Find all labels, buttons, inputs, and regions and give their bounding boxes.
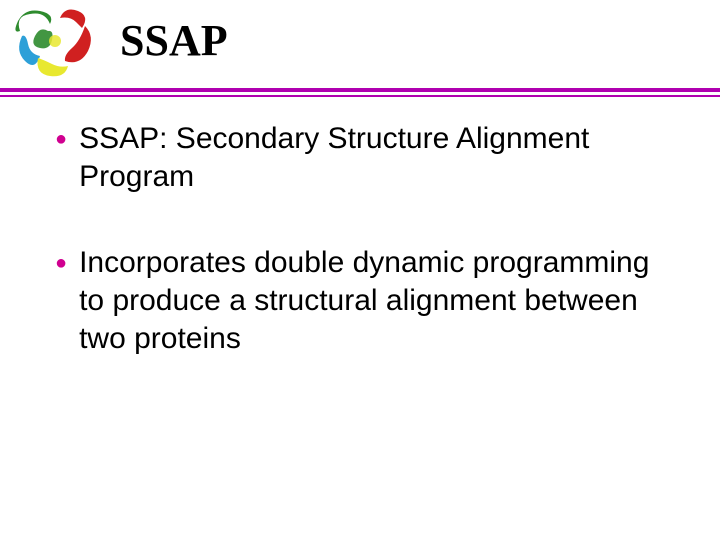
slide-body: ● SSAP: Secondary Structure Alignment Pr… (55, 120, 680, 406)
divider-line-thick (0, 88, 720, 92)
bullet-text: Incorporates double dynamic programming … (79, 244, 680, 358)
bullet-marker-icon: ● (55, 120, 67, 158)
divider-line-thin (0, 95, 720, 97)
protein-logo-icon (10, 6, 100, 81)
slide-header: SSAP (0, 0, 720, 90)
bullet-marker-icon: ● (55, 244, 67, 282)
slide: SSAP ● SSAP: Secondary Structure Alignme… (0, 0, 720, 540)
header-divider (0, 88, 720, 98)
bullet-item: ● Incorporates double dynamic programmin… (55, 244, 680, 358)
bullet-text: SSAP: Secondary Structure Alignment Prog… (79, 120, 680, 196)
bullet-item: ● SSAP: Secondary Structure Alignment Pr… (55, 120, 680, 196)
slide-title: SSAP (120, 15, 228, 66)
